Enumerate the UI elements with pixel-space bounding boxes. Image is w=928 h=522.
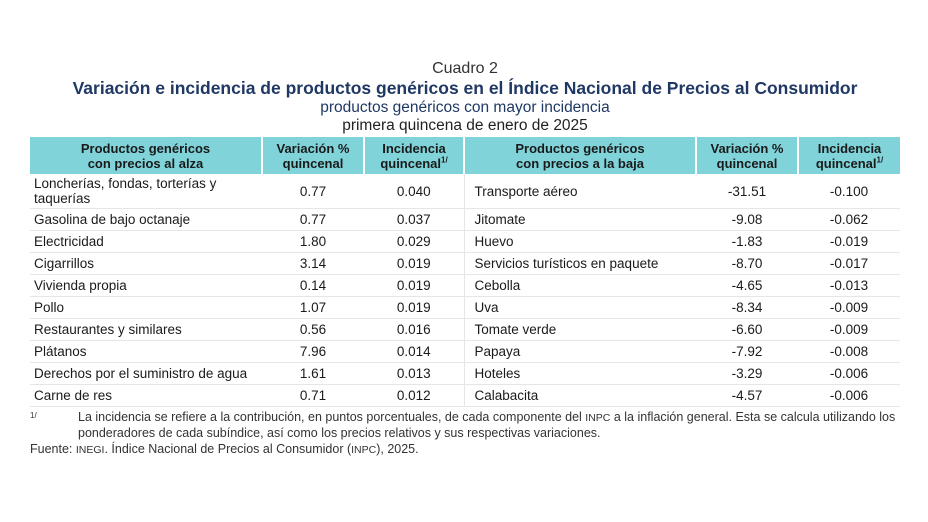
down-product-name: Servicios turísticos en paquete <box>464 252 696 275</box>
up-incidence: 0.029 <box>364 230 465 253</box>
up-incidence: 0.013 <box>364 362 465 385</box>
down-product-name: Cebolla <box>464 274 696 297</box>
table-row: Pollo 1.07 0.019 Uva -8.34 -0.009 <box>30 296 900 319</box>
footnote-text-b: a la inflación general. Esta se calcula … <box>78 410 896 440</box>
down-product-name: Hoteles <box>464 362 696 385</box>
up-variation: 0.77 <box>262 174 364 209</box>
table-row: Derechos por el suministro de agua 1.61 … <box>30 362 900 385</box>
down-incidence: -0.019 <box>798 230 900 253</box>
down-variation: -6.60 <box>696 318 798 341</box>
up-variation: 1.61 <box>262 362 364 385</box>
down-product-name: Calabacita <box>464 384 696 407</box>
report-container: Cuadro 2 Variación e incidencia de produ… <box>30 60 900 458</box>
down-variation: -9.08 <box>696 208 798 231</box>
col-header-down-incidence: Incidencia quincenal1/ <box>798 137 900 174</box>
table-row: Plátanos 7.96 0.014 Papaya -7.92 -0.008 <box>30 340 900 363</box>
source-text-b: ), 2025. <box>376 442 419 456</box>
up-product-name: Pollo <box>30 296 262 319</box>
up-incidence: 0.016 <box>364 318 465 341</box>
down-variation: -4.57 <box>696 384 798 407</box>
up-product-name: Gasolina de bajo octanaje <box>30 208 262 231</box>
up-incidence: 0.037 <box>364 208 465 231</box>
subtitle: productos genéricos con mayor incidencia <box>320 99 610 116</box>
table-row: Vivienda propia 0.14 0.019 Cebolla -4.65… <box>30 274 900 297</box>
table-row: Restaurantes y similares 0.56 0.016 Toma… <box>30 318 900 341</box>
footnote-marker: 1/ <box>441 155 448 165</box>
up-variation: 0.77 <box>262 208 364 231</box>
down-product-name: Transporte aéreo <box>464 174 696 209</box>
up-product-name: Plátanos <box>30 340 262 363</box>
up-variation: 1.80 <box>262 230 364 253</box>
source-note: Fuente: INEGI. Índice Nacional de Precio… <box>30 442 900 458</box>
down-variation: -31.51 <box>696 174 798 209</box>
up-incidence: 0.014 <box>364 340 465 363</box>
col-header-up-product: Productos genéricos con precios al alza <box>30 137 263 174</box>
up-incidence: 0.040 <box>364 174 465 209</box>
down-incidence: -0.013 <box>798 274 900 297</box>
up-product-name: Cigarrillos <box>30 252 262 275</box>
up-product-name: Restaurantes y similares <box>30 318 262 341</box>
down-incidence: -0.009 <box>798 296 900 319</box>
up-variation: 7.96 <box>262 340 364 363</box>
table-row: Carne de res 0.71 0.012 Calabacita -4.57… <box>30 384 900 407</box>
up-product-name: Loncherías, fondas, torterías y taquería… <box>30 174 262 209</box>
up-product-name: Electricidad <box>30 230 262 253</box>
down-variation: -8.70 <box>696 252 798 275</box>
source-abbr: INPC <box>351 444 377 456</box>
footnote: 1/ La incidencia se refiere a la contrib… <box>30 410 900 441</box>
up-variation: 3.14 <box>262 252 364 275</box>
up-incidence: 0.012 <box>364 384 465 407</box>
down-incidence: -0.006 <box>798 384 900 407</box>
source-org: INEGI <box>75 444 105 456</box>
period-subtitle: primera quincena de enero de 2025 <box>342 117 588 134</box>
page-title: Variación e incidencia de productos gené… <box>72 78 858 98</box>
down-product-name: Jitomate <box>464 208 696 231</box>
footnote-text-a: La incidencia se refiere a la contribuci… <box>78 410 586 424</box>
down-incidence: -0.017 <box>798 252 900 275</box>
down-incidence: -0.008 <box>798 340 900 363</box>
table-header-row: Productos genéricos con precios al alza … <box>30 137 900 174</box>
up-variation: 1.07 <box>262 296 364 319</box>
source-text-a: . Índice Nacional de Precios al Consumid… <box>104 442 352 456</box>
table-row: Gasolina de bajo octanaje 0.77 0.037 Jit… <box>30 208 900 231</box>
down-incidence: -0.009 <box>798 318 900 341</box>
source-label: Fuente: <box>30 442 76 456</box>
down-variation: -7.92 <box>696 340 798 363</box>
down-product-name: Uva <box>464 296 696 319</box>
table-row: Loncherías, fondas, torterías y taquería… <box>30 174 900 209</box>
col-header-up-variation: Variación % quincenal <box>262 137 365 174</box>
footnote-mark: 1/ <box>30 411 37 420</box>
up-product-name: Vivienda propia <box>30 274 262 297</box>
down-incidence: -0.006 <box>798 362 900 385</box>
down-variation: -3.29 <box>696 362 798 385</box>
up-variation: 0.71 <box>262 384 364 407</box>
up-incidence: 0.019 <box>364 296 465 319</box>
col-header-down-variation: Variación % quincenal <box>696 137 799 174</box>
up-product-name: Carne de res <box>30 384 262 407</box>
table-number: Cuadro 2 <box>432 60 498 77</box>
col-header-up-incidence: Incidencia quincenal1/ <box>364 137 465 174</box>
down-incidence: -0.062 <box>798 208 900 231</box>
up-incidence: 0.019 <box>364 274 465 297</box>
up-variation: 0.14 <box>262 274 364 297</box>
products-table: Productos genéricos con precios al alza … <box>30 137 900 407</box>
down-variation: -1.83 <box>696 230 798 253</box>
down-product-name: Papaya <box>464 340 696 363</box>
down-incidence: -0.100 <box>798 174 900 209</box>
table-row: Cigarrillos 3.14 0.019 Servicios turísti… <box>30 252 900 275</box>
col-header-down-product: Productos genéricos con precios a la baj… <box>464 137 697 174</box>
down-product-name: Tomate verde <box>464 318 696 341</box>
up-variation: 0.56 <box>262 318 364 341</box>
footnote-marker: 1/ <box>876 155 884 165</box>
table-row: Electricidad 1.80 0.029 Huevo -1.83 -0.0… <box>30 230 900 253</box>
down-variation: -8.34 <box>696 296 798 319</box>
up-product-name: Derechos por el suministro de agua <box>30 362 262 385</box>
down-variation: -4.65 <box>696 274 798 297</box>
up-incidence: 0.019 <box>364 252 465 275</box>
down-product-name: Huevo <box>464 230 696 253</box>
footnote-abbr: INPC <box>585 412 611 424</box>
